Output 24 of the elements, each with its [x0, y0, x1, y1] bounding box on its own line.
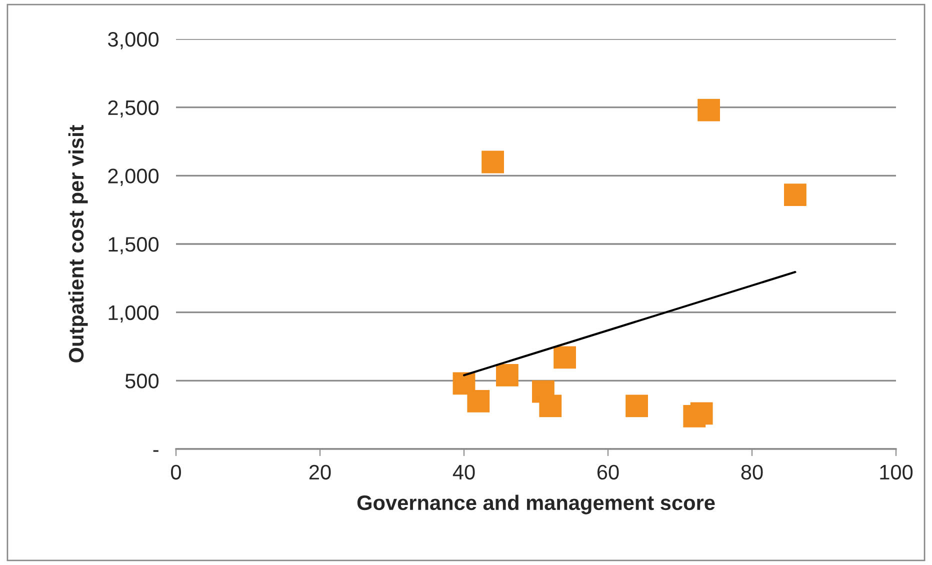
point — [784, 184, 806, 206]
y-tick-label: 1,000 — [108, 305, 159, 323]
x-tick-label: 80 — [741, 464, 763, 480]
point — [467, 390, 490, 412]
point — [539, 394, 562, 418]
point — [690, 402, 713, 425]
y-tick-label: 2,500 — [108, 100, 159, 118]
point — [698, 98, 720, 122]
point — [626, 394, 648, 418]
x-axis-title: Governance and management score — [357, 494, 715, 514]
point — [554, 346, 576, 369]
y-tick-label: - — [153, 450, 158, 452]
y-axis-title: Outpatient cost per visit — [68, 125, 88, 362]
y-tick-label: 500 — [125, 374, 159, 388]
point — [482, 150, 504, 174]
y-tick-label: 1,500 — [108, 237, 159, 254]
x-tick-label: 20 — [309, 464, 331, 480]
x-tick-label: 100 — [880, 464, 913, 480]
y-tick-label: 3,000 — [108, 32, 159, 50]
x-tick-label: 0 — [171, 464, 181, 480]
x-tick-label: 40 — [452, 464, 475, 480]
x-tick-label: 60 — [597, 464, 619, 480]
point — [496, 364, 518, 386]
y-tick-label: 2,000 — [108, 168, 159, 186]
